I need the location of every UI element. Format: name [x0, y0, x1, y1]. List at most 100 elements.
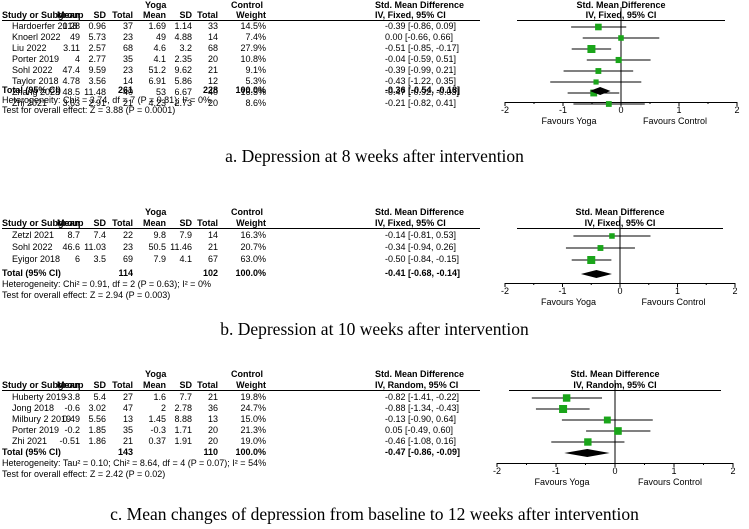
study-weight: 14.5%: [240, 21, 266, 31]
weight-header: Weight: [236, 10, 266, 20]
figure-caption: c. Mean changes of depression from basel…: [110, 504, 639, 524]
study-name: Zhi 2021: [12, 98, 48, 108]
control-sd: 2.73: [174, 98, 192, 108]
control-sd-header: SD: [179, 218, 192, 228]
study-smd-ci: -0.21 [-0.82, 0.41]: [385, 98, 457, 108]
x-tick-label: -2: [493, 466, 501, 476]
control-mean: 4.6: [153, 43, 166, 53]
yoga-mean: 8.7: [67, 230, 80, 240]
yoga-mean-header: Mean: [56, 10, 80, 20]
yoga-n: 23: [122, 242, 133, 252]
yoga-sd: 5.4: [93, 392, 106, 402]
figure-caption: a. Depression at 8 weeks after intervent…: [225, 146, 524, 166]
weight-header: Weight: [236, 218, 266, 228]
study-name: Porter 2019: [12, 54, 60, 64]
yoga-total-header: Total: [112, 218, 133, 228]
yoga-n: 68: [122, 43, 133, 53]
control-mean: 1.6: [153, 392, 166, 402]
control-sd: 6.67: [174, 87, 192, 97]
control-mean: 53: [155, 87, 166, 97]
study-point-square: [605, 101, 612, 107]
yoga-sd: 3.02: [88, 403, 106, 413]
control-mean: 9.8: [153, 230, 166, 240]
control-n: 20: [207, 54, 218, 64]
control-n: 33: [207, 21, 218, 31]
control-sd: 1.91: [174, 436, 192, 446]
yoga-group-header: Yoga: [145, 0, 167, 10]
study-smd-ci: -0.14 [-0.81, 0.53]: [385, 230, 457, 240]
control-mean-header: Mean: [142, 218, 166, 228]
yoga-n: 14: [122, 76, 133, 86]
study-smd-ci: -0.39 [-0.99, 0.21]: [385, 65, 457, 75]
control-total-n: 102: [202, 268, 218, 278]
x-tick-label: -2: [501, 286, 509, 296]
control-mean: 6.91: [148, 76, 166, 86]
study-weight: 8.6%: [245, 98, 266, 108]
control-n: 14: [207, 32, 218, 42]
yoga-sd: 11.48: [84, 87, 106, 97]
control-group-header: Control: [231, 0, 263, 10]
yoga-mean: 49: [69, 32, 80, 42]
yoga-n: 69: [122, 254, 133, 264]
study-name: Jong 2018: [12, 403, 55, 413]
study-weight: 16.5%: [240, 87, 266, 97]
method-header: IV, Fixed, 95% CI: [375, 10, 446, 20]
yoga-sd-header: SD: [93, 10, 106, 20]
yoga-sd: 5.73: [88, 32, 106, 42]
yoga-n: 40: [122, 87, 133, 97]
control-n: 12: [207, 76, 218, 86]
control-n: 36: [207, 403, 218, 413]
total-smd-ci: -0.36 [-0.54, -0.18]: [385, 85, 461, 95]
total-smd-ci: -0.47 [-0.86, -0.09]: [385, 447, 461, 457]
study-point-square: [609, 233, 615, 239]
control-n: 21: [207, 65, 218, 75]
yoga-mean: 3.63: [62, 98, 80, 108]
control-total-header: Total: [197, 10, 218, 20]
pooled-effect-diamond: [589, 87, 611, 95]
yoga-mean: -0.2: [64, 425, 80, 435]
control-n: 20: [207, 425, 218, 435]
yoga-sd: 0.96: [88, 21, 106, 31]
yoga-mean: 4: [74, 54, 80, 64]
control-sd: 7.9: [179, 230, 192, 240]
study-smd-ci: 0.05 [-0.49, 0.60]: [385, 425, 454, 435]
yoga-mean: -3.8: [64, 392, 80, 402]
yoga-mean: -0.6: [64, 403, 80, 413]
x-tick-label: 1: [676, 105, 681, 115]
total-weight: 100.0%: [235, 447, 266, 457]
control-sd: 3.2: [179, 43, 192, 53]
control-n: 21: [207, 392, 218, 402]
favours-control-label: Favours Control: [641, 297, 705, 307]
study-column-header: Study or Subgroup: [2, 218, 84, 228]
yoga-mean: 1.28: [62, 21, 80, 31]
study-weight: 20.7%: [240, 242, 266, 252]
control-total-header: Total: [197, 380, 218, 390]
study-name: Eyigor 2018: [12, 254, 61, 264]
study-weight: 19.8%: [240, 392, 266, 402]
study-name: Porter 2019: [12, 425, 60, 435]
plot-smd-header: Std. Mean Difference: [576, 0, 666, 10]
control-n: 20: [207, 436, 218, 446]
study-point-square: [590, 89, 598, 97]
study-smd-ci: -0.46 [-1.08, 0.16]: [385, 436, 457, 446]
yoga-mean: -0.51: [59, 436, 80, 446]
x-tick-label: 0: [618, 105, 623, 115]
forest-plot-graphic: -2 -1 0 1 2 Favours Yoga Favours Control: [501, 216, 738, 307]
study-point-square: [595, 68, 602, 74]
study-point-square: [587, 45, 596, 53]
study-point-square: [559, 405, 568, 413]
favours-control-label: Favours Control: [638, 477, 702, 487]
yoga-n: 35: [122, 54, 133, 64]
favours-control-label: Favours Control: [643, 116, 707, 126]
overall-effect-text: Test for overall effect: Z = 2.42 (P = 0…: [2, 469, 166, 479]
total-label: Total (95% CI): [2, 268, 61, 278]
yoga-sd: 1.85: [88, 425, 106, 435]
yoga-mean: 4.78: [62, 76, 80, 86]
yoga-group-header: Yoga: [145, 207, 167, 217]
pooled-effect-diamond: [564, 449, 610, 457]
study-point-square: [615, 56, 622, 64]
control-group-header: Control: [231, 207, 263, 217]
heterogeneity-text: Heterogeneity: Chi² = 0.91, df = 2 (P = …: [2, 279, 211, 289]
total-weight: 100.0%: [235, 268, 266, 278]
study-smd-ci: -0.47 [-0.92, -0.03]: [385, 87, 460, 97]
